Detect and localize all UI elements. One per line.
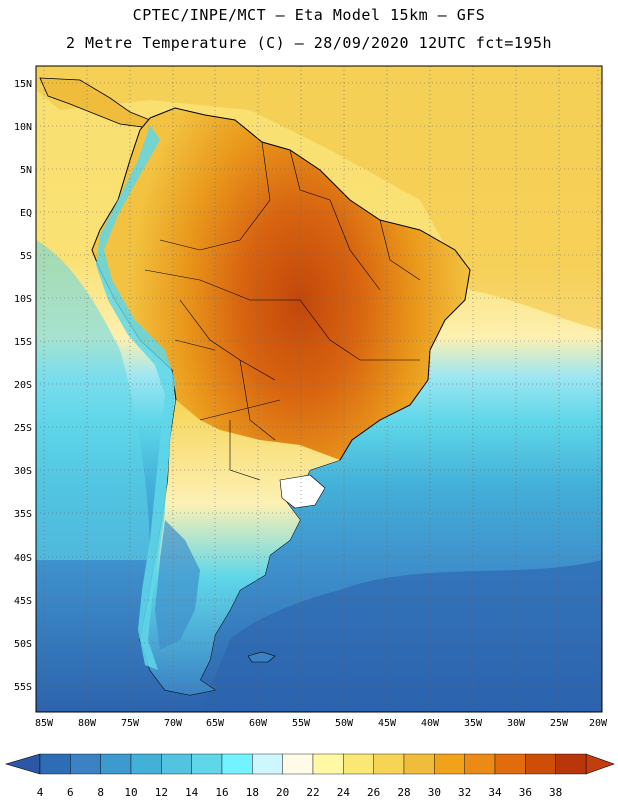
lat-label: 55S <box>14 682 32 693</box>
colorbar-label: 16 <box>215 786 228 799</box>
lon-label: 55W <box>292 718 311 729</box>
map-subtitle: 2 Metre Temperature (C) – 28/09/2020 12U… <box>65 34 553 52</box>
lat-label: 45S <box>14 596 32 607</box>
lat-label: 50S <box>14 639 32 650</box>
colorbar-label: 26 <box>367 786 380 799</box>
lon-label: 70W <box>164 718 183 729</box>
lon-label: 25W <box>550 718 569 729</box>
colorbar-cell <box>70 753 101 775</box>
lat-label: 5N <box>20 165 32 176</box>
lat-label: 35S <box>14 509 32 520</box>
colorbar-cell <box>282 753 314 775</box>
lon-label: 50W <box>335 718 354 729</box>
colorbar-cell <box>100 753 132 775</box>
colorbar-cell <box>403 753 435 775</box>
colorbar-cell <box>343 753 374 775</box>
lat-label: 25S <box>14 423 32 434</box>
colorbar-cell <box>130 753 162 775</box>
colorbar-low-arrow <box>4 753 41 775</box>
falkland-islands <box>247 651 276 663</box>
colorbar-cell <box>373 753 405 775</box>
colorbar-label: 38 <box>549 786 562 799</box>
lat-label: 15S <box>14 337 32 348</box>
colorbar-cell <box>434 753 465 775</box>
lat-label: 10S <box>14 294 32 305</box>
colorbar-label: 32 <box>458 786 471 799</box>
colorbar-cell <box>252 753 283 775</box>
lat-label: 40S <box>14 553 32 564</box>
colorbar-high-arrow <box>585 753 615 775</box>
lat-label: 5S <box>20 251 32 262</box>
lon-label: 65W <box>206 718 225 729</box>
lon-label: 30W <box>507 718 526 729</box>
river-plate-area <box>279 474 326 509</box>
colorbar-label: 14 <box>185 786 199 799</box>
longitude-axis: 85W 80W 75W 70W 65W 60W 55W 50W 45W 40W … <box>35 718 608 729</box>
colorbar-cell <box>464 753 496 775</box>
patagonia-cold-area <box>155 520 200 650</box>
colorbar: 4 6 8 10 12 14 16 18 20 22 24 26 28 30 32 34 36 38 <box>4 753 615 799</box>
lon-label: 40W <box>421 718 440 729</box>
lat-label: 20S <box>14 380 32 391</box>
map-frame <box>35 65 603 713</box>
andes-cold-strip <box>96 125 175 670</box>
latitude-axis: 15N 10N 5N EQ 5S 10S 15S 20S 25S 30S 35S… <box>14 79 32 693</box>
lon-label: 35W <box>464 718 483 729</box>
colorbar-cell <box>221 753 253 775</box>
colorbar-cell <box>494 753 526 775</box>
colorbar-label: 12 <box>155 786 168 799</box>
southern-cold-ocean <box>36 560 602 712</box>
colorbar-cell <box>191 753 223 775</box>
country-borders <box>144 141 421 481</box>
colorbar-label: 22 <box>306 786 319 799</box>
colorbar-label: 20 <box>276 786 289 799</box>
colorbar-label: 6 <box>67 786 74 799</box>
colorbar-cell <box>555 753 587 775</box>
lon-label: 60W <box>249 718 268 729</box>
colorbar-label: 10 <box>124 786 137 799</box>
lon-label: 75W <box>121 718 140 729</box>
pacific-cool-tongue <box>36 240 150 560</box>
lon-label: 80W <box>78 718 97 729</box>
colorbar-cell <box>312 753 344 775</box>
colorbar-label: 24 <box>337 786 351 799</box>
colorbar-cell <box>161 753 192 775</box>
colorbar-label: 28 <box>397 786 410 799</box>
lat-label: EQ <box>20 208 32 219</box>
lat-label: 10N <box>14 122 32 133</box>
lon-label: 45W <box>378 718 397 729</box>
colorbar-cell <box>39 753 71 775</box>
colorbar-label: 8 <box>97 786 104 799</box>
colorbar-label: 4 <box>37 786 44 799</box>
colorbar-cell <box>525 753 556 775</box>
southern-cone-field <box>140 400 340 695</box>
map-title: CPTEC/INPE/MCT – Eta Model 15km – GFS <box>132 6 486 24</box>
lat-label: 30S <box>14 466 32 477</box>
colorbar-label: 18 <box>246 786 259 799</box>
colorbar-label: 30 <box>428 786 441 799</box>
lon-label: 85W <box>35 718 54 729</box>
colorbar-label: 36 <box>519 786 532 799</box>
lat-label: 15N <box>14 79 32 90</box>
colorbar-label: 34 <box>488 786 502 799</box>
lon-label: 20W <box>589 718 608 729</box>
